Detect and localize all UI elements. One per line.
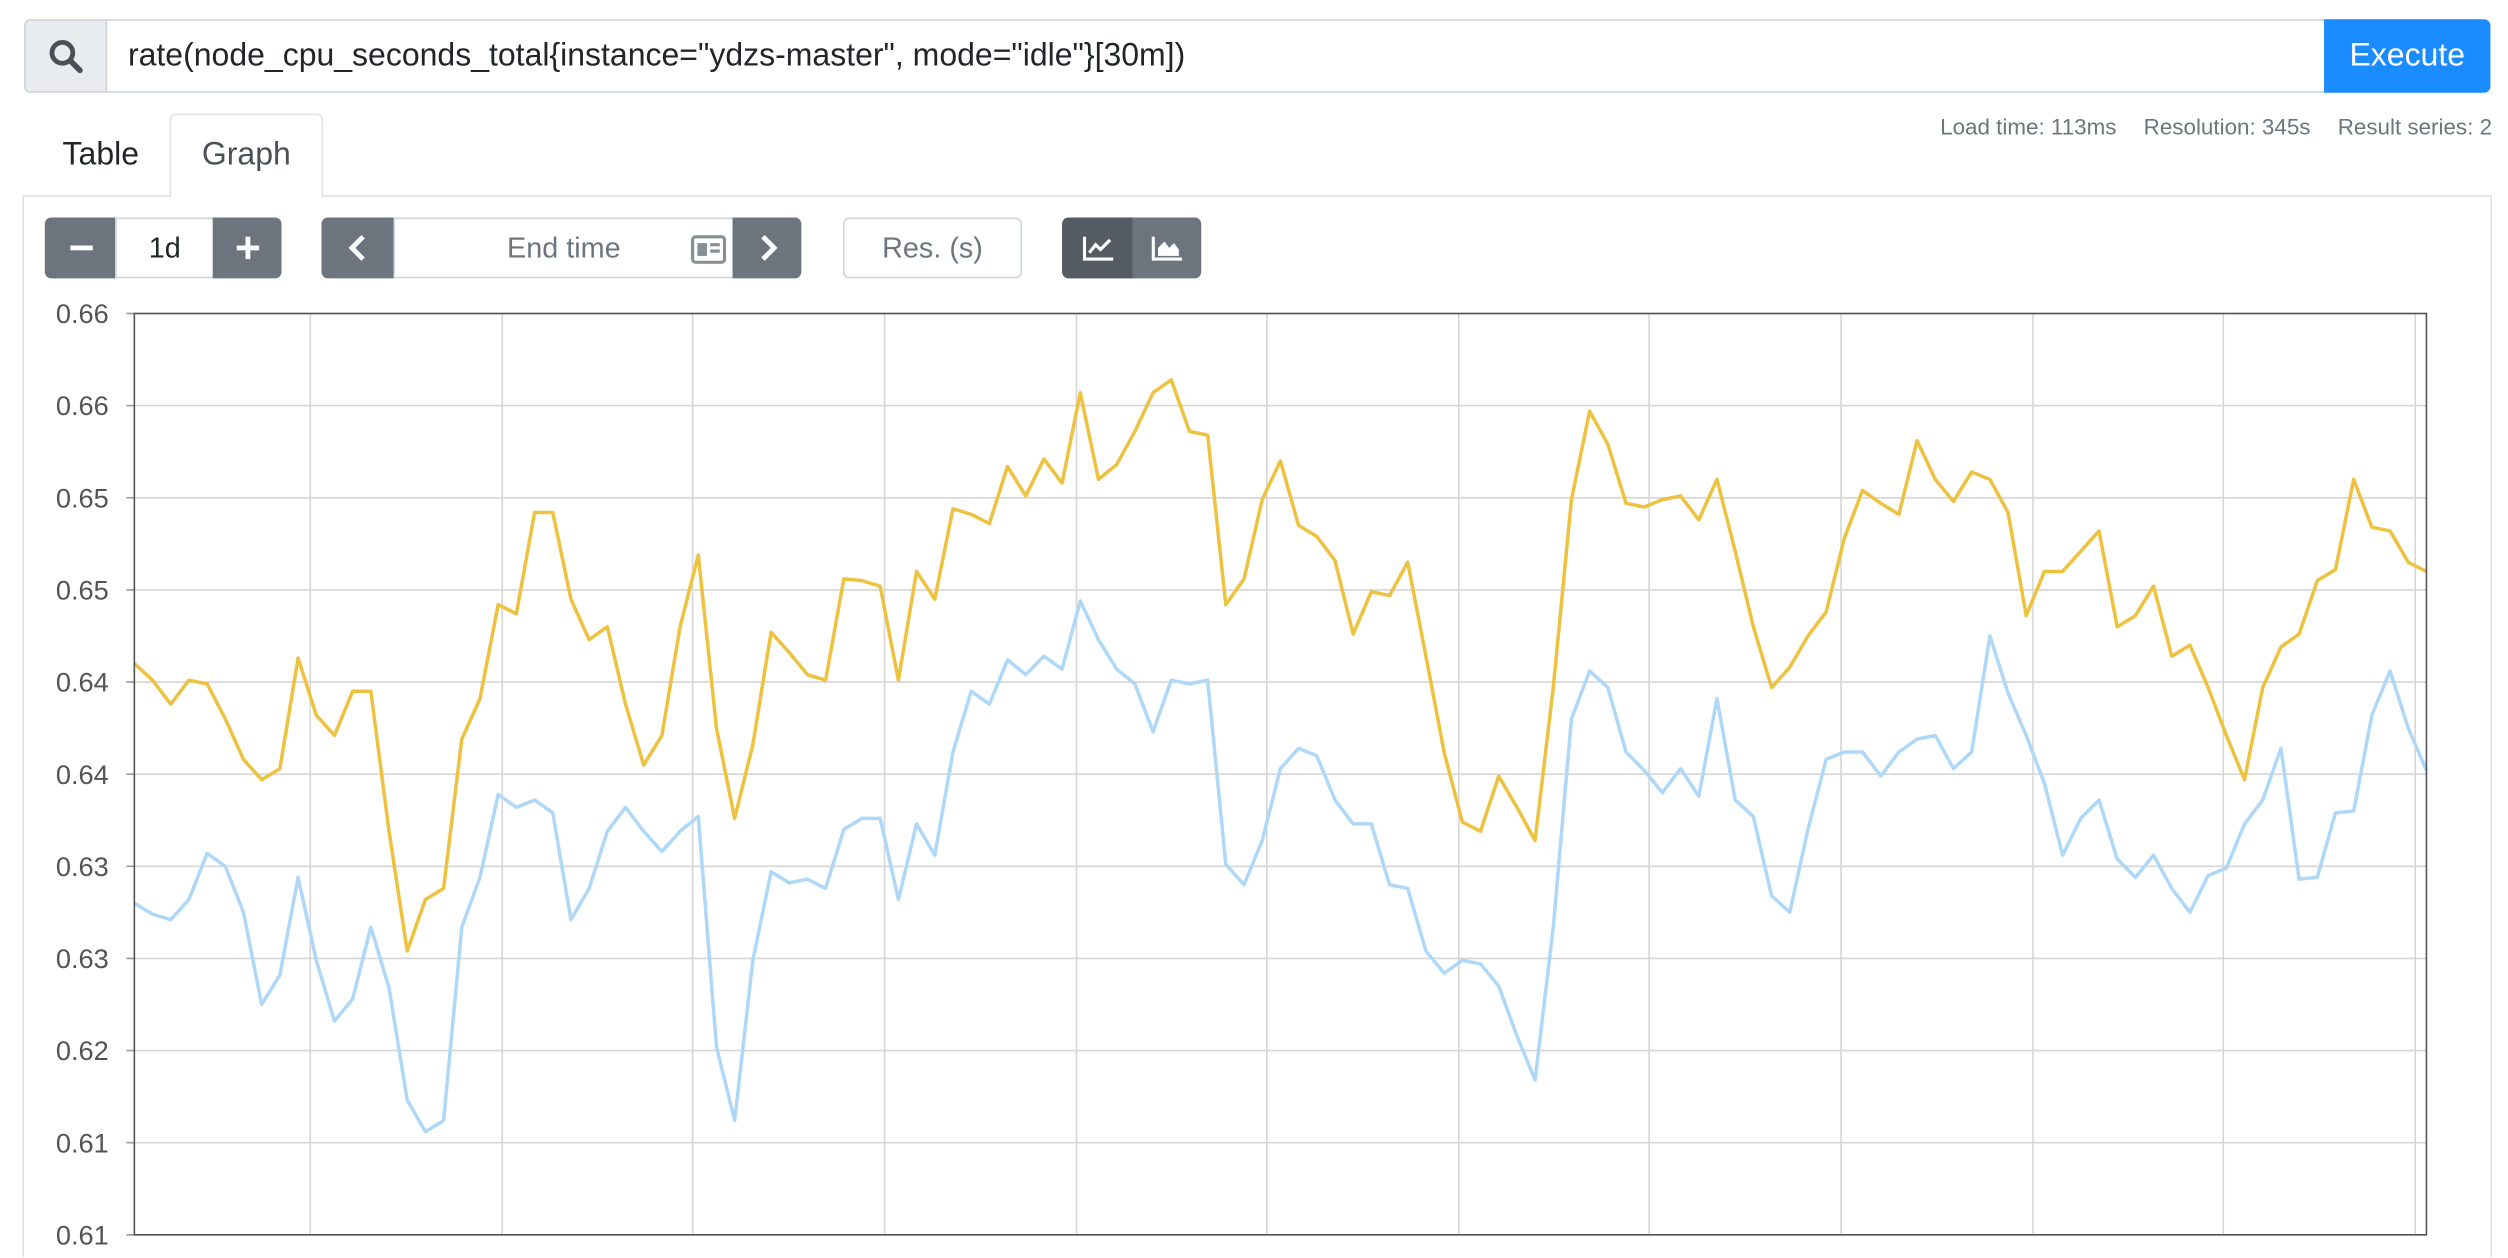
plot-frame (133, 312, 2428, 1236)
y-tick-label: 0.61 (56, 1219, 109, 1250)
y-tick-label: 0.66 (56, 390, 109, 421)
y-tick-label: 0.64 (56, 667, 109, 698)
range-minus-button[interactable] (44, 217, 117, 279)
calendar-icon[interactable] (690, 235, 727, 264)
y-tick-label: 0.66 (56, 298, 109, 329)
result-series: Result series: 2 (2337, 113, 2493, 140)
graph-panel (22, 195, 2493, 1258)
end-time-placeholder: End time (506, 231, 621, 264)
next-button[interactable] (732, 217, 802, 279)
y-grid (126, 312, 2427, 1236)
series-line (133, 599, 2429, 1134)
tab-graph[interactable]: Graph (169, 113, 324, 199)
search-icon-box (23, 19, 108, 93)
stats: Load time: 113ms Resolution: 345s Result… (1759, 114, 2492, 146)
load-time: Load time: 113ms (1940, 113, 2117, 140)
y-tick-label: 0.63 (56, 943, 109, 974)
y-tick-labels: 0.61 0.61 0.62 0.63 0.63 0.64 0.64 0.65 0.65 0.66… (56, 298, 109, 1250)
y-tick-label: 0.63 (56, 851, 109, 882)
chevron-left (348, 235, 365, 261)
resolution: Resolution: 345s (2143, 113, 2311, 140)
line-chart-button[interactable] (1062, 217, 1135, 279)
y-tick-label: 0.65 (56, 574, 109, 605)
end-time-input[interactable]: End time (393, 217, 735, 279)
chevron-right (760, 235, 777, 261)
y-tick-label: 0.61 (56, 1127, 109, 1158)
stacked-chart-button[interactable] (1132, 217, 1202, 279)
y-tick-label: 0.65 (56, 482, 109, 513)
search-icon (49, 39, 83, 74)
series-line (133, 378, 2428, 953)
range-input[interactable]: 1d (115, 217, 215, 279)
series-lines (133, 378, 2429, 1134)
line-chart-icon (1082, 236, 1113, 261)
plus-icon (235, 236, 259, 260)
resolution-input[interactable]: Res. (s) (842, 217, 1023, 279)
y-tick-label: 0.64 (56, 759, 109, 790)
range-plus-button[interactable] (212, 217, 282, 279)
query-input[interactable]: rate(node_cpu_seconds_total{instance="yd… (105, 19, 2326, 93)
area-chart-icon (1150, 236, 1182, 261)
y-tick-label: 0.62 (56, 1035, 109, 1066)
minus-icon (69, 245, 92, 251)
tab-table[interactable]: Table (62, 136, 140, 172)
tab-border (22, 195, 2493, 197)
execute-button[interactable]: Execute (2324, 19, 2491, 93)
